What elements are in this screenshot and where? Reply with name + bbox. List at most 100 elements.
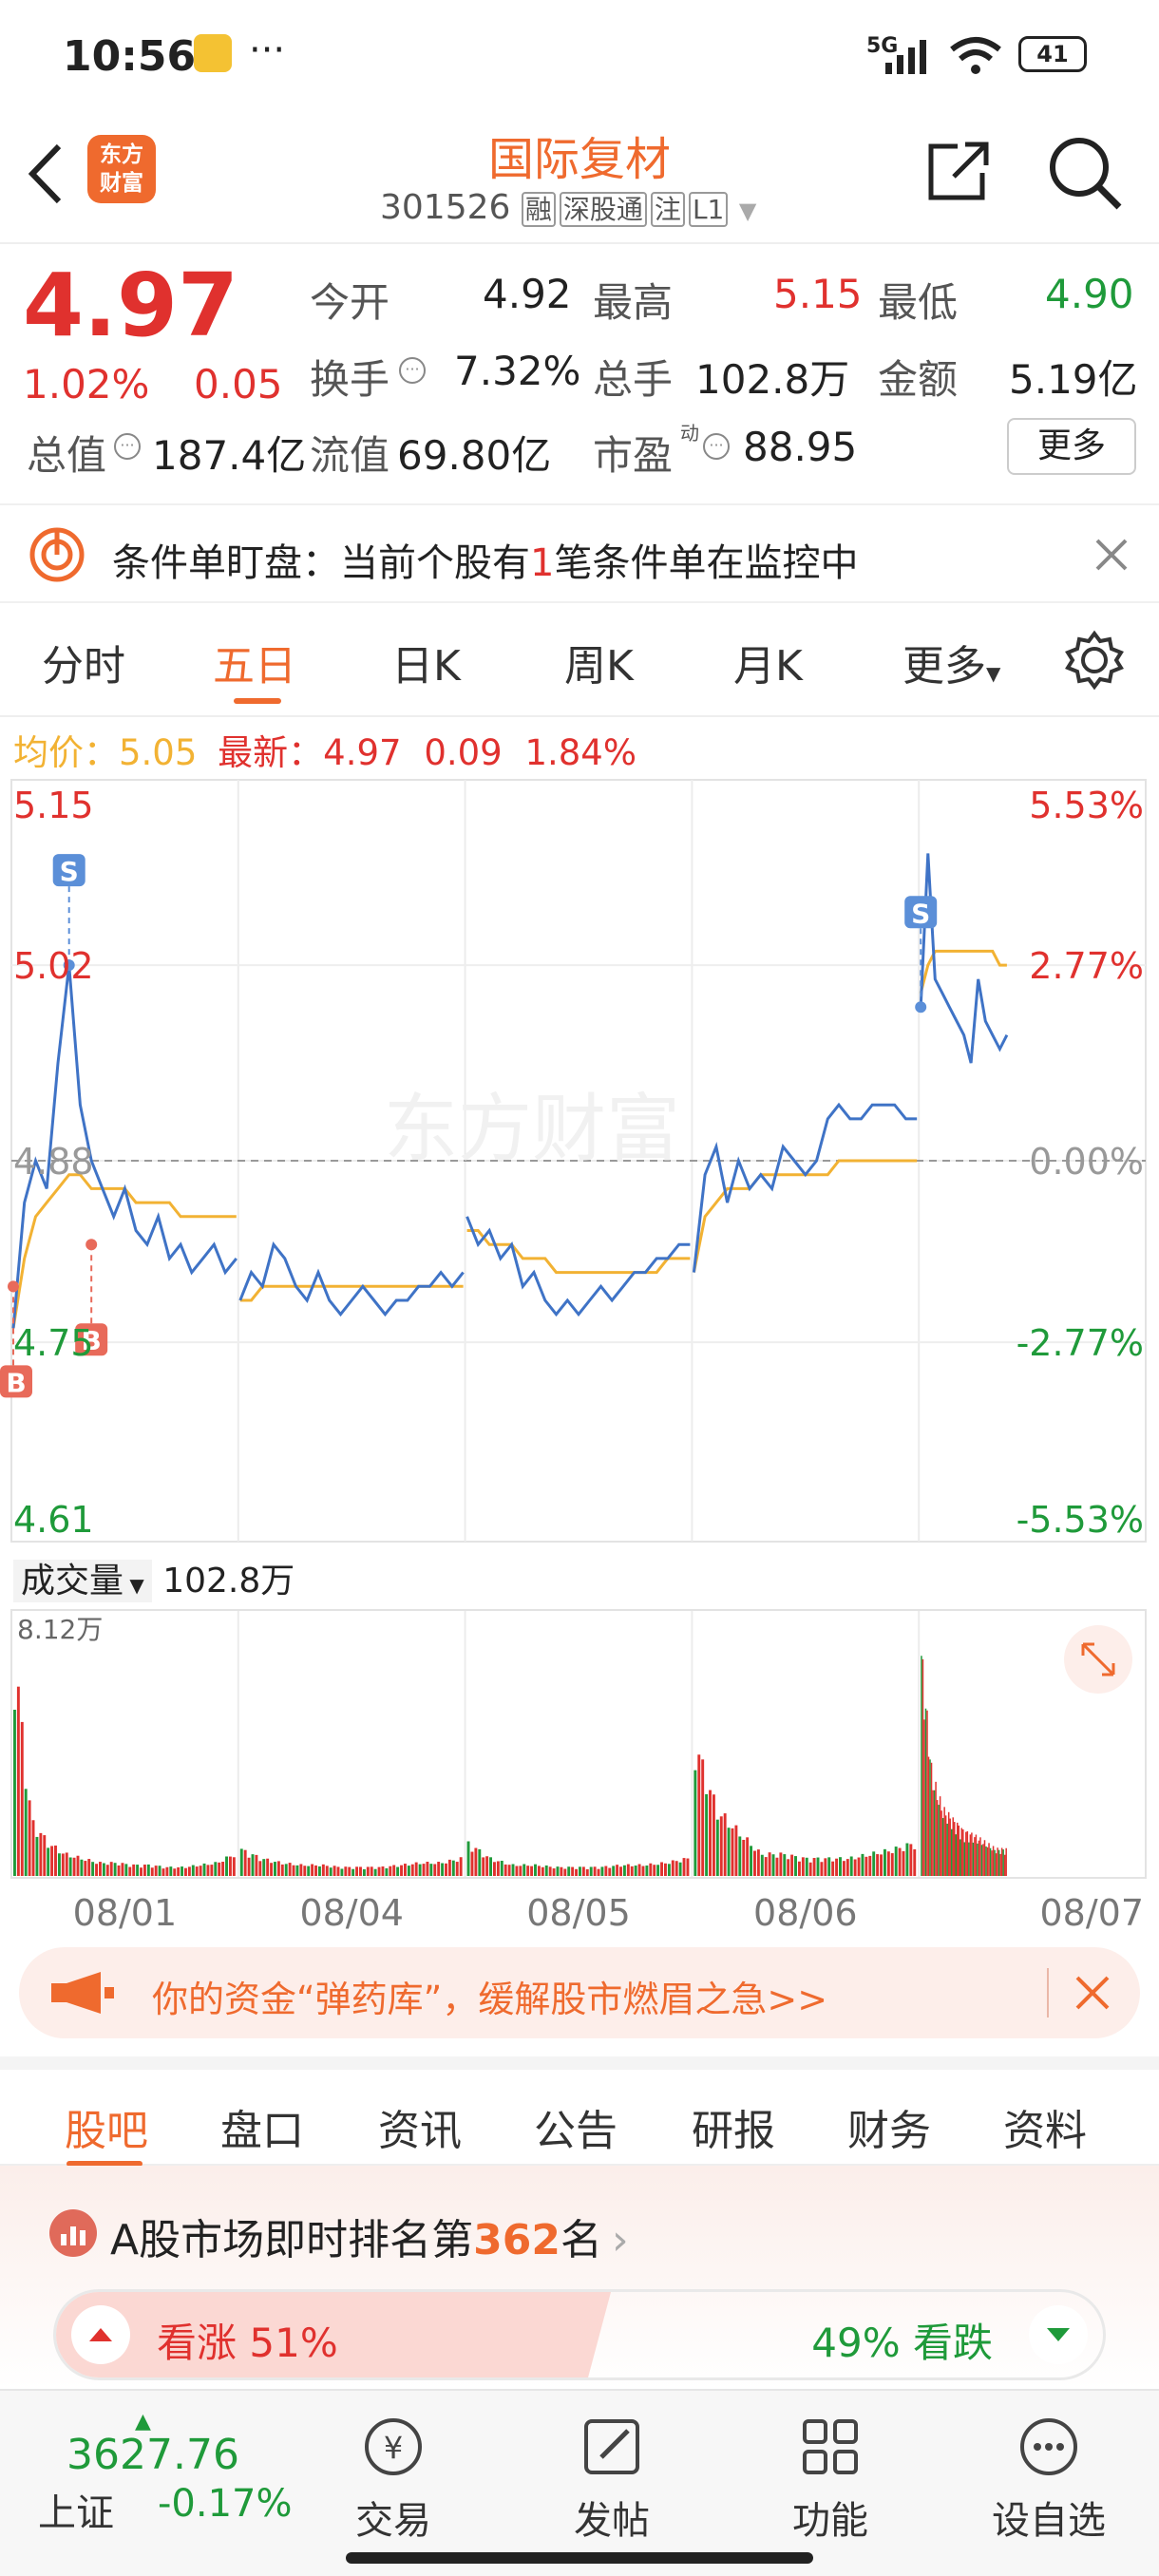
volume-bar: [270, 1863, 274, 1876]
tab-monthly-k[interactable]: 月K: [733, 642, 803, 691]
volume-bar: [868, 1855, 872, 1876]
volume-bar: [392, 1865, 396, 1876]
search-icon[interactable]: [1045, 133, 1125, 213]
trade-button[interactable]: ¥ 交易: [327, 2414, 460, 2545]
volume-bar: [377, 1866, 381, 1876]
info-icon[interactable]: ···: [399, 357, 426, 384]
high-value: 5.15: [773, 271, 863, 317]
five-day-chart[interactable]: 东方财富 B S B S 5.15 5.02 4.88 4.75 4.61 5.53% 2.77%…: [0, 774, 1159, 1942]
volume-bar: [894, 1847, 898, 1876]
volume-bar: [664, 1863, 667, 1876]
avg-price-line: [11, 1173, 237, 1329]
info-icon[interactable]: ···: [703, 433, 730, 460]
tab-financials[interactable]: 财务: [847, 2107, 931, 2155]
low-value: 4.90: [1045, 271, 1134, 317]
tab-news[interactable]: 资讯: [378, 2107, 462, 2155]
volume-bar: [974, 1837, 976, 1876]
volume-bar: [422, 1864, 426, 1876]
volume-selector[interactable]: 成交量 ▼: [13, 1560, 152, 1602]
add-watchlist-button[interactable]: 设自选: [982, 2414, 1115, 2545]
volume-bar: [963, 1842, 966, 1876]
volume-bar: [307, 1866, 311, 1876]
pe-label: 市盈: [593, 432, 674, 479]
bearish-button[interactable]: [1029, 2305, 1088, 2364]
tab-more[interactable]: 更多▼: [902, 642, 1001, 691]
volume-bar: [952, 1817, 954, 1876]
volume-bar: [995, 1853, 998, 1876]
status-time: 10:56: [63, 32, 197, 81]
sell-marker-label: S: [60, 856, 79, 887]
volume-bar: [221, 1862, 225, 1876]
more-quote-button[interactable]: 更多: [1007, 418, 1136, 475]
volume-bar: [950, 1828, 953, 1876]
tab-orderbook[interactable]: 盘口: [220, 2107, 304, 2155]
close-icon[interactable]: [1092, 536, 1130, 574]
status-bar: 10:56 ··· 5G 41: [0, 0, 1159, 114]
wifi-icon: [950, 37, 1001, 74]
back-icon[interactable]: [23, 141, 70, 207]
volume-bar: [697, 1754, 701, 1876]
tab-five-day[interactable]: 五日: [213, 642, 296, 691]
volume-header[interactable]: 成交量 ▼ 102.8万: [13, 1553, 294, 1602]
tag-level: L1: [688, 192, 729, 227]
home-indicator: [346, 2552, 813, 2564]
info-icon[interactable]: ···: [114, 433, 141, 460]
rank-number: 362: [473, 2216, 560, 2264]
tab-announcements[interactable]: 公告: [534, 2107, 618, 2155]
rank-section: A股市场即时排名第362名 › 看涨 51% 49% 看跌: [0, 2166, 1159, 2389]
stock-code-row[interactable]: 301526 融深股通注 L1 ▼: [380, 188, 756, 227]
tab-guba[interactable]: 股吧: [65, 2107, 148, 2155]
x-tick-label: 08/07: [1039, 1892, 1144, 1934]
tab-profile[interactable]: 资料: [1003, 2107, 1087, 2155]
close-icon[interactable]: [1074, 1974, 1112, 2012]
rank-text[interactable]: A股市场即时排名第362名 ›: [110, 2216, 629, 2264]
volume-bar: [694, 1770, 697, 1876]
volume-bar: [962, 1829, 964, 1876]
high-label: 最高: [593, 279, 674, 326]
tab-intraday[interactable]: 分时: [42, 642, 125, 691]
volume-bar: [162, 1868, 165, 1876]
features-button[interactable]: 功能: [764, 2414, 897, 2545]
tab-weekly-k[interactable]: 周K: [564, 642, 634, 691]
tag-registered: 注: [650, 192, 685, 227]
volume-value: 102.8万: [695, 356, 850, 403]
latest-change: 0.09: [424, 732, 503, 773]
bullish-button[interactable]: [71, 2305, 130, 2364]
volume-bar: [947, 1811, 950, 1876]
tab-research[interactable]: 研报: [692, 2107, 775, 2155]
y-tick-right: 0.00%: [1029, 1141, 1144, 1183]
condition-order-bar[interactable]: 条件单盯盘：当前个股有1笔条件单在监控中: [0, 503, 1159, 603]
buy-marker: [0, 1365, 32, 1398]
volume-bar: [597, 1868, 600, 1876]
volume-bar: [992, 1846, 995, 1876]
volume-bar: [80, 1859, 84, 1876]
expand-icon[interactable]: [1064, 1625, 1132, 1694]
volume-bar: [701, 1759, 705, 1876]
volume-bar: [295, 1865, 299, 1876]
tab-daily-k[interactable]: 日K: [391, 642, 461, 691]
app-logo: 东方 财富: [87, 135, 156, 203]
volume-bar: [381, 1866, 385, 1876]
volume-bar: [994, 1849, 996, 1876]
volume-bar: [507, 1865, 511, 1876]
tag-margin: 融: [521, 192, 556, 227]
volume-bar: [649, 1863, 653, 1876]
volume-bar: [407, 1866, 410, 1876]
volume-bar: [522, 1864, 526, 1876]
volume-bar: [410, 1864, 414, 1876]
volume-bar: [864, 1856, 868, 1876]
caret-up-icon: ▲: [135, 2410, 151, 2434]
volume-bar: [898, 1847, 902, 1876]
post-button[interactable]: 发帖: [545, 2414, 678, 2545]
volume-bar: [750, 1846, 753, 1876]
share-icon[interactable]: [923, 137, 992, 205]
volume-bar: [880, 1854, 883, 1876]
volume-bar: [960, 1828, 963, 1876]
dropdown-caret-icon: ▼: [986, 662, 1001, 685]
volume-bar: [965, 1831, 967, 1876]
promo-banner[interactable]: 你的资金“弹药库”，缓解股市燃眉之急>>: [19, 1947, 1140, 2038]
index-widget[interactable]: ▲ 3627.76 上证 -0.17%: [28, 2410, 294, 2535]
y-tick-right: 2.77%: [1029, 945, 1144, 987]
settings-gear-icon[interactable]: [1064, 630, 1125, 691]
arrow-up-icon: [89, 2328, 112, 2341]
